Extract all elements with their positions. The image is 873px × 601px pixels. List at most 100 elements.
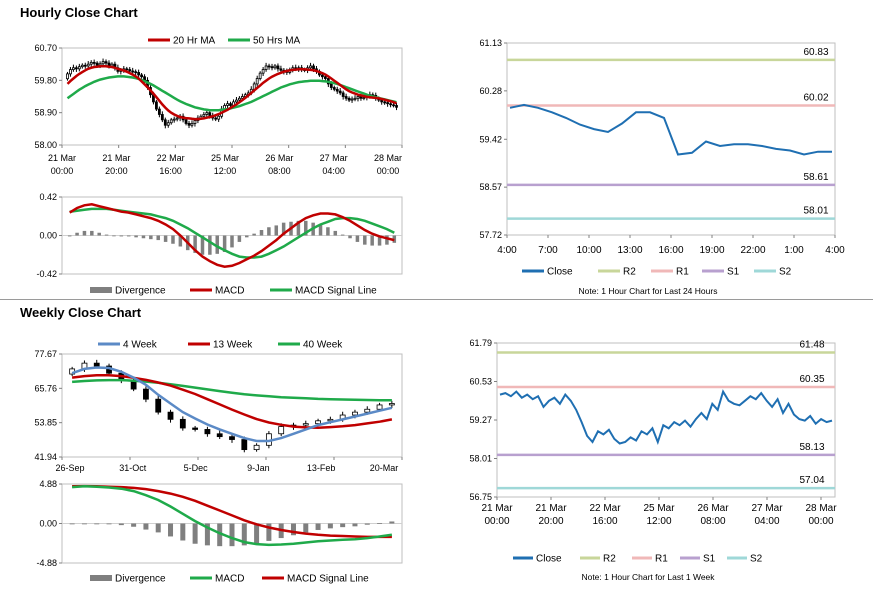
hourly-price-candle [86,63,90,67]
weekly-price-x-label: 13-Feb [307,463,336,473]
hourly-price-x-label: 16:00 [159,166,182,176]
hourly-macd-divergence-bar [215,235,219,254]
hourly-price-candle [353,97,357,100]
weekly-price-candle [315,420,321,425]
hourly-price-candle [74,67,78,70]
hourly-close-legend-s2-label: S2 [779,267,792,278]
hourly-price-candle [335,88,339,92]
weekly-close-close-line [499,389,833,445]
hourly-price-candle [140,74,143,78]
hourly-price-x-label: 04:00 [322,166,345,176]
hourly-price-candle [279,68,283,71]
hourly-close-frame [506,42,836,236]
hourly-macd-divergence-bar [97,232,101,236]
hourly-macd-divergence-bar [281,222,286,236]
hourly-price-candle [169,119,173,124]
hourly-price-candle [270,66,274,69]
weekly-macd-divergence-bar [217,523,223,547]
hourly-price-y-tick-label: 58.90 [34,108,57,118]
hourly-close-r1-value: 60.02 [803,92,828,103]
hourly-close-legend-r2-label: R2 [623,267,636,278]
hourly-close-y-tick-label: 57.72 [479,230,502,240]
weekly-legend-divergence-swatch [90,575,112,581]
hourly-legend-signal-label: MACD Signal Line [295,286,377,297]
hourly-close-close-line [509,103,832,156]
weekly-close-legend-s2-label: S2 [750,554,763,565]
hourly-macd-divergence-bar [163,235,168,242]
weekly-legend-divergence-label: Divergence [115,574,166,585]
weekly-close-x-label: 00:00 [484,516,509,527]
weekly-close-x-label: 00:00 [808,516,833,527]
hourly-price-candle [193,120,197,124]
hourly-price-candle [163,119,167,126]
hourly-price-candle [187,123,191,126]
hourly-price-x-label: 00:00 [51,166,74,176]
hourly-close-x-label: 4:00 [825,245,845,256]
weekly-close-s2-value: 57.04 [799,475,824,486]
hourly-close-note: Note: 1 Hour Chart for Last 24 Hours [579,286,718,296]
hourly-macd-divergence-bar [82,230,87,236]
hourly-close-s2-value: 58.01 [803,206,828,217]
hourly-price-candle [258,72,262,79]
weekly-macd-divergence-bar [327,523,333,529]
hourly-price-candle [89,61,93,65]
hourly-close-x-label: 16:00 [658,245,683,256]
hourly-price-candle [229,103,232,106]
hourly-price-candle [172,118,176,121]
hourly-price-candle [160,114,164,121]
hourly-macd-divergence-bar [193,235,197,253]
hourly-macd-y-tick-label: 0.00 [39,231,57,241]
hourly-price-candle [208,112,212,116]
weekly-macd-divergence-bar [69,523,75,525]
hourly-price-candle [309,65,312,69]
hourly-price-candle [69,69,72,75]
hourly-price-candle [125,68,129,71]
weekly-legend-signal-label: MACD Signal Line [287,574,369,585]
hourly-price-candle [226,103,229,106]
hourly-price-candle [205,112,209,115]
hourly-macd-divergence-bar [112,235,116,237]
hourly-close-y-tick-label: 61.13 [479,38,502,48]
hourly-macd-divergence-bar [340,234,345,236]
weekly-close-x-label: 21 Mar [481,503,513,514]
weekly-close-frame [496,342,836,498]
hourly-macd-y-tick-label: 0.42 [39,192,57,202]
hourly-macd-divergence-bar [245,235,249,238]
weekly-price-y-tick-label: 77.67 [34,349,57,359]
hourly-macd-divergence-bar [171,235,175,244]
hourly-price-candle [235,99,238,103]
hourly-price-candle [362,97,366,99]
hourly-price-candle [155,101,158,110]
weekly-price-w40-line [72,378,392,402]
hourly-price-candle [137,72,141,76]
hourly-macd-divergence-bar [141,235,146,239]
weekly-price-y-tick-label: 41.94 [34,452,57,462]
hourly-price-x-label: 20:00 [105,166,128,176]
hourly-price-y-tick-label: 59.80 [34,75,57,85]
weekly-legend-40week-label: 40 Week [303,340,343,351]
hourly-macd-divergence-bar [296,220,301,236]
hourly-price-candle [383,101,387,104]
hourly-price-x-label: 26 Mar [265,153,293,163]
weekly-legend-13week-label: 13 Week [213,340,253,351]
hourly-price-candle [98,63,102,66]
weekly-price-candle [155,398,162,413]
hourly-price-candle [344,96,348,99]
weekly-price-candle [216,433,223,438]
hourly-price-x-label: 28 Mar [374,153,402,163]
hourly-price-candle [332,87,336,90]
weekly-macd-divergence-bar [81,523,87,525]
weekly-macd-divergence-bar [266,523,272,541]
hourly-macd-divergence-bar [119,235,124,237]
weekly-close-x-label: 22 Mar [589,503,621,514]
hourly-price-candle [255,78,259,85]
hourly-price-candle [392,104,395,107]
hourly-close-y-tick-label: 59.42 [479,134,502,144]
weekly-close-legend-s1-label: S1 [703,554,716,565]
hourly-close-legend-close-label: Close [547,267,573,278]
weekly-macd-y-tick-label: -4.88 [36,558,57,568]
hourly-price-ma50-line [66,75,397,112]
hourly-price-candle [175,117,179,120]
hourly-close-s1-value: 58.61 [803,172,828,183]
hourly-section-title: Hourly Close Chart [20,5,138,20]
